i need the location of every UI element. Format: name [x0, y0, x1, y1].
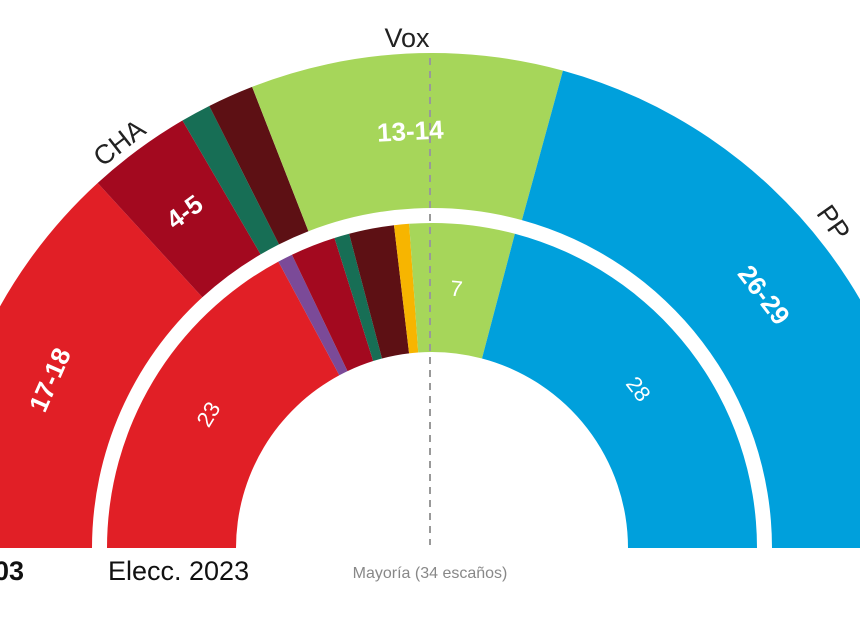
arc-segment-other — [393, 223, 419, 354]
arc-segment-other — [182, 105, 280, 255]
arc-segment-pp — [481, 233, 757, 549]
arc-segment-other — [334, 233, 383, 362]
ring-label-inner: Elecc. 2023 — [108, 556, 249, 586]
arc-segment-cha — [291, 237, 374, 372]
value-label: 13-14 — [376, 114, 445, 147]
value-label: 7 — [449, 276, 464, 302]
arc-segment-pp — [521, 70, 860, 548]
arc-segment-cha — [97, 120, 261, 298]
arc-segment-other — [349, 225, 410, 359]
party-label-vox: Vox — [384, 23, 430, 53]
arc-segment-psoe — [0, 182, 203, 548]
seat-arcs — [0, 52, 860, 549]
arc-segment-vox — [409, 223, 515, 359]
ring-label-outer: 03 — [0, 556, 24, 586]
arc-segment-psoe — [107, 261, 340, 548]
arc-segment-other — [278, 254, 348, 376]
arc-segment-vox — [252, 52, 563, 232]
majority-label: Mayoría (34 escaños) — [353, 565, 508, 582]
arc-segment-other — [209, 86, 309, 245]
